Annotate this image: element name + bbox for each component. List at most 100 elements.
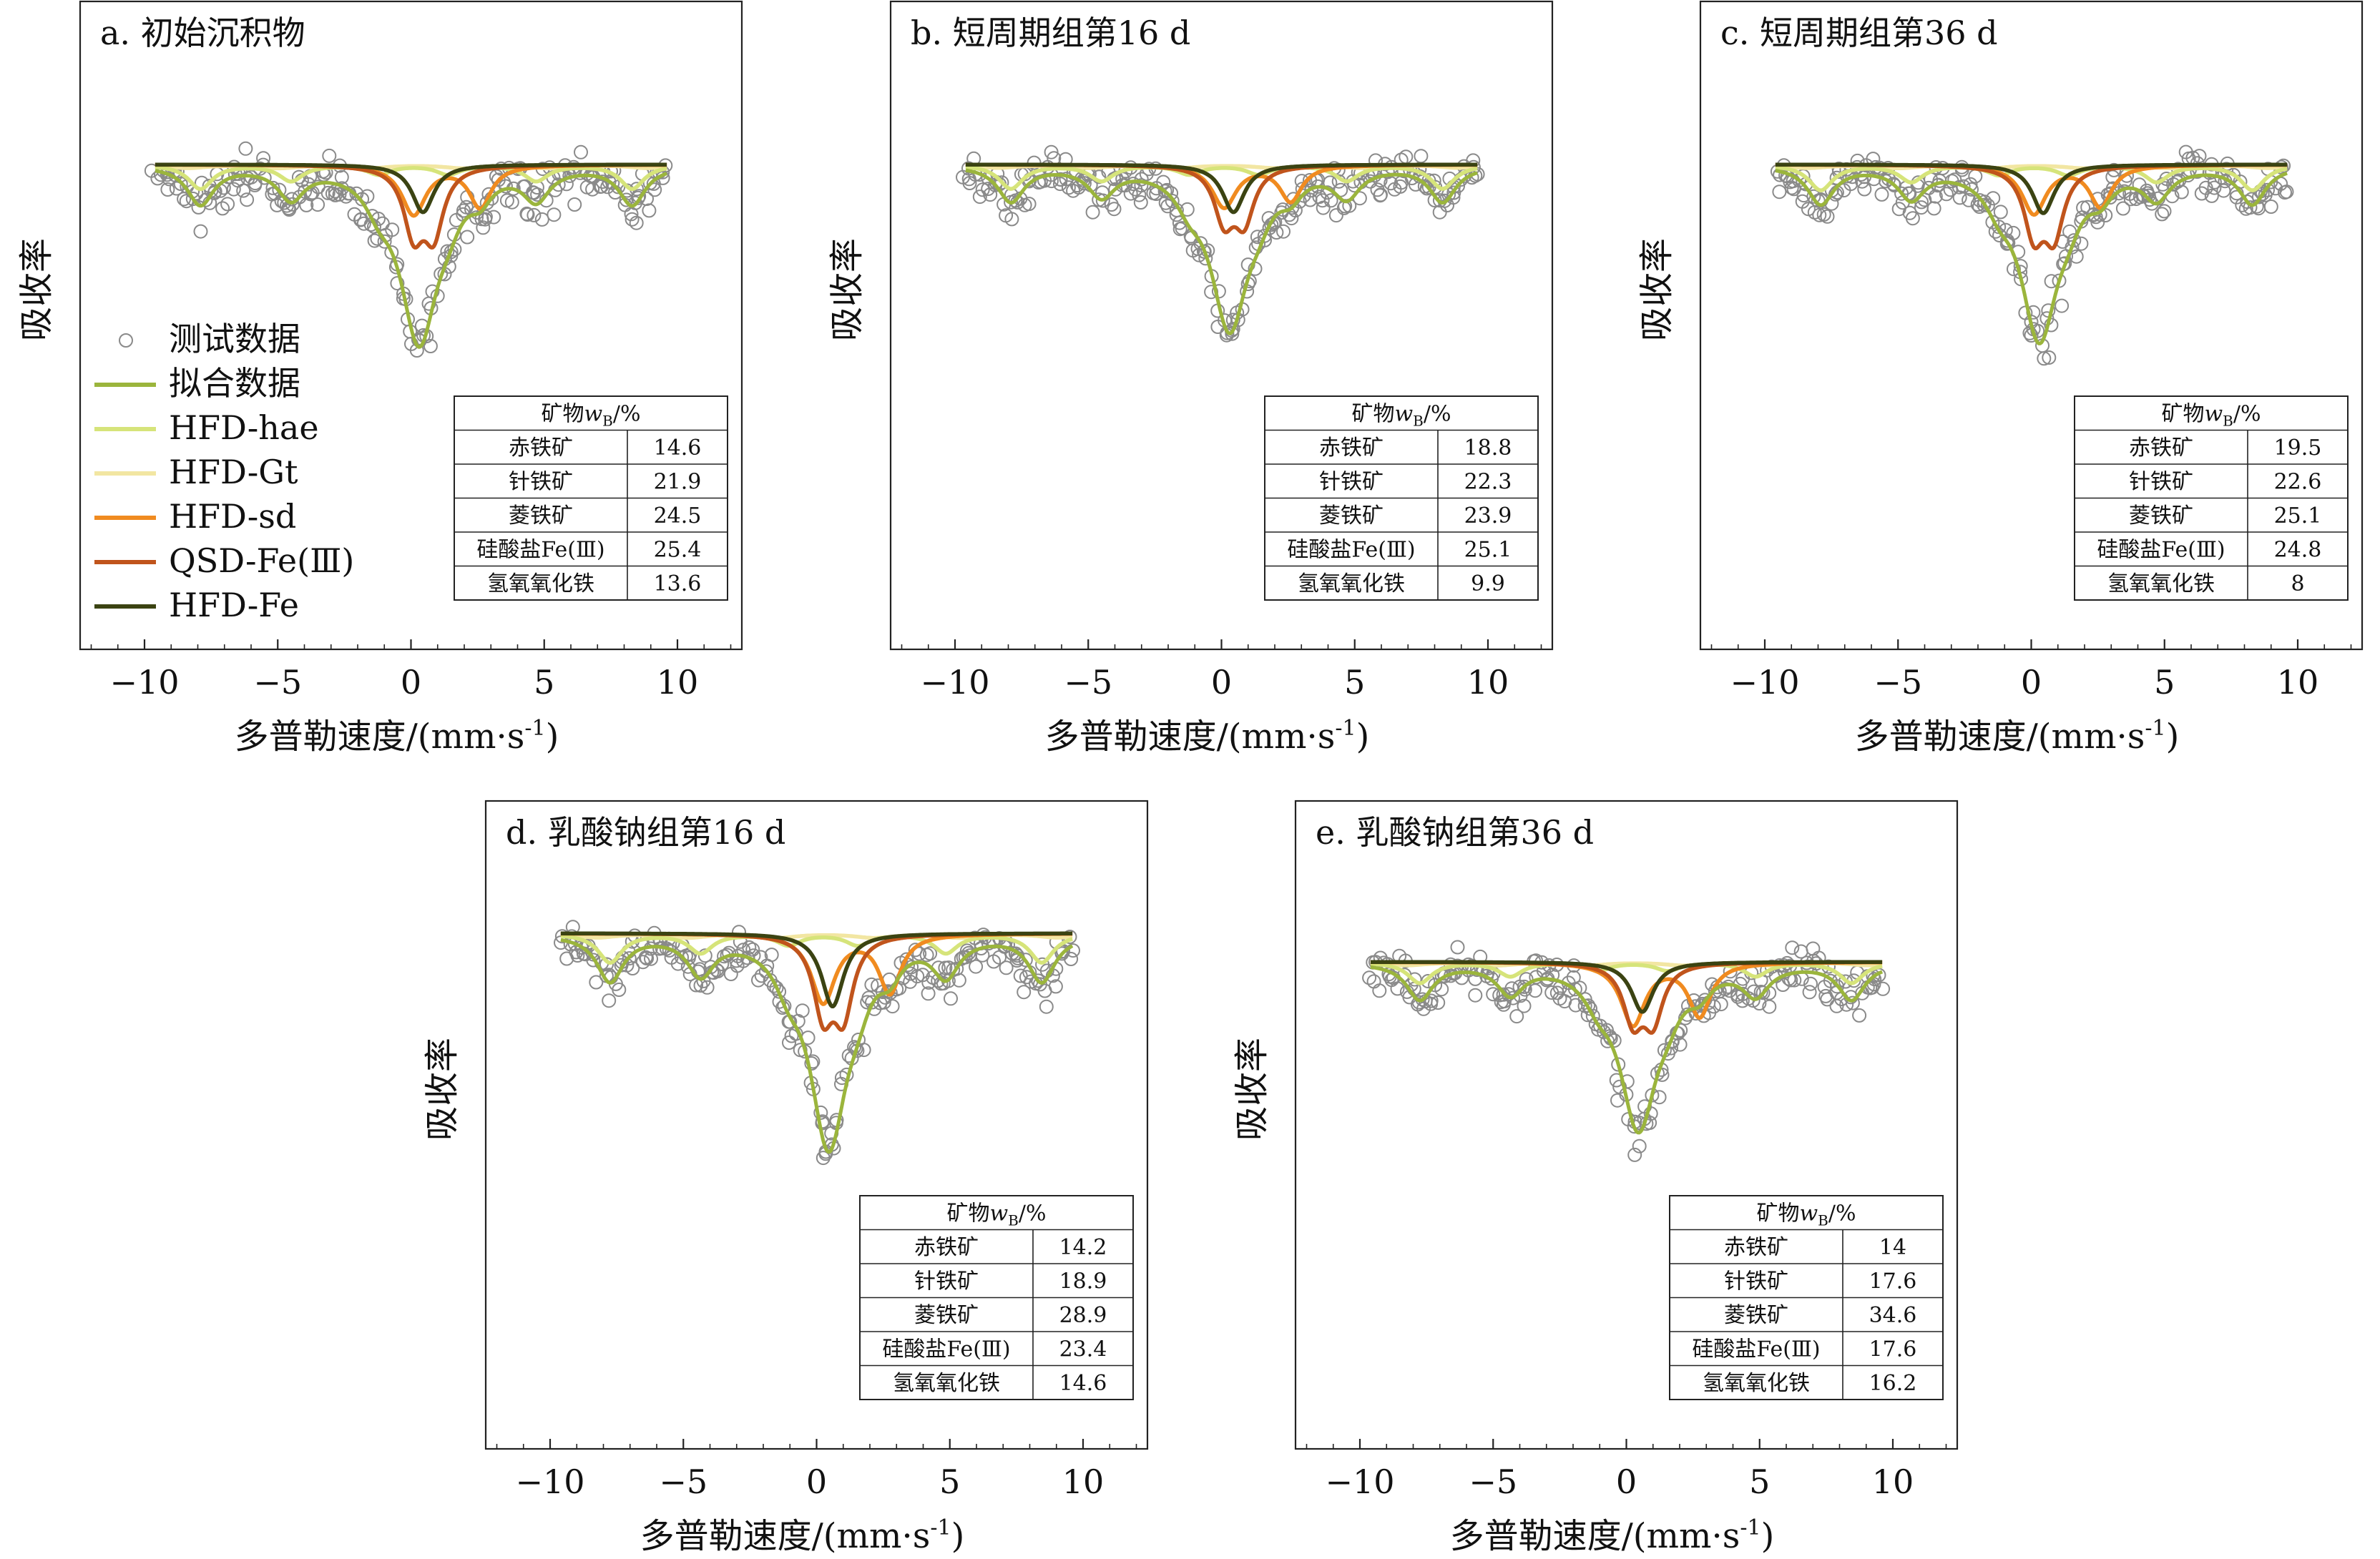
data-point bbox=[586, 953, 601, 968]
table-header-label: 矿物 bbox=[1756, 1201, 1799, 1226]
table-header-w: w bbox=[1394, 402, 1413, 427]
data-point bbox=[1276, 224, 1291, 239]
data-point bbox=[1165, 194, 1180, 208]
table-cell-value: 23.4 bbox=[1059, 1337, 1107, 1362]
data-point bbox=[1845, 995, 1860, 1010]
data-point bbox=[1039, 999, 1054, 1014]
series-fit bbox=[1775, 169, 2288, 345]
table-cell-value: 18.9 bbox=[1059, 1269, 1107, 1294]
data-point bbox=[1269, 225, 1284, 240]
series-fe bbox=[1774, 162, 2288, 215]
series-fe bbox=[964, 162, 1479, 215]
series-hae bbox=[154, 164, 668, 192]
data-point bbox=[585, 182, 600, 197]
data-point bbox=[795, 1003, 810, 1018]
data-point bbox=[602, 993, 617, 1008]
x-tick-label: −10 bbox=[920, 663, 989, 702]
table-cell-mineral: 菱铁矿 bbox=[509, 503, 573, 528]
table-cell-mineral: 针铁矿 bbox=[914, 1269, 979, 1294]
data-point bbox=[1123, 186, 1138, 201]
legend-label: HFD-Gt bbox=[169, 453, 298, 491]
data-point bbox=[460, 230, 475, 245]
data-point bbox=[1424, 993, 1439, 1008]
data-point bbox=[969, 959, 984, 974]
data-point bbox=[173, 177, 188, 191]
data-point bbox=[390, 276, 405, 291]
data-point bbox=[1451, 179, 1465, 194]
data-point bbox=[1362, 970, 1377, 985]
x-axis-label-exp: -1 bbox=[930, 1515, 951, 1540]
data-point bbox=[1506, 990, 1520, 1005]
x-tick-label: −10 bbox=[109, 663, 179, 702]
data-point bbox=[238, 141, 253, 156]
data-point bbox=[310, 197, 325, 212]
data-point bbox=[1104, 197, 1119, 212]
x-axis-label-main: 多普勒速度/(mm·s bbox=[1855, 717, 2145, 757]
data-point bbox=[2279, 185, 2294, 200]
data-point bbox=[272, 182, 287, 197]
table-header-unit: /% bbox=[2233, 402, 2261, 427]
table-header-label: 矿物 bbox=[1351, 402, 1394, 427]
data-point bbox=[1134, 172, 1149, 187]
data-point bbox=[625, 212, 640, 227]
data-point bbox=[777, 998, 792, 1013]
data-point bbox=[2263, 200, 2278, 214]
mineral-table: 矿物wB/% 赤铁矿 14.2 针铁矿 18.9 菱铁矿 28.9 硅酸盐Fe(Ⅲ) 23.4 氢… bbox=[859, 1195, 1134, 1400]
x-axis-label-main: 多普勒速度/(mm·s bbox=[1045, 717, 1336, 757]
data-point bbox=[764, 948, 779, 963]
data-point bbox=[574, 144, 588, 159]
table-cell-mineral: 菱铁矿 bbox=[1724, 1303, 1788, 1328]
data-point bbox=[570, 948, 585, 963]
data-point bbox=[2192, 149, 2207, 164]
data-point bbox=[169, 181, 184, 196]
data-point bbox=[2022, 325, 2037, 340]
data-point bbox=[520, 207, 535, 222]
x-axis-label-main: 多普勒速度/(mm·s bbox=[1450, 1516, 1740, 1556]
data-point bbox=[1416, 1001, 1431, 1016]
table-cell-value: 14.6 bbox=[654, 436, 702, 461]
panel-e: e. 乳酸钠组第36 d 吸收率 −10 −5 0 5 10 多普勒速度/(mm·s-1) 矿物… bbox=[1232, 800, 1959, 1556]
data-point bbox=[1857, 182, 1872, 197]
series-fit bbox=[1370, 965, 1884, 1135]
table-cell-value: 25.1 bbox=[1464, 538, 1512, 563]
data-point bbox=[912, 946, 927, 961]
table-header-label: 矿物 bbox=[2161, 402, 2204, 427]
data-point bbox=[193, 224, 208, 239]
data-point bbox=[2065, 240, 2080, 255]
x-axis-label: 多普勒速度/(mm·s-1) bbox=[640, 1515, 965, 1556]
table-cell-mineral: 赤铁矿 bbox=[1724, 1235, 1788, 1260]
data-point bbox=[478, 210, 493, 225]
data-point bbox=[2174, 185, 2189, 200]
data-point bbox=[1956, 179, 1971, 194]
y-axis-label: 吸收率 bbox=[1637, 238, 1677, 341]
data-point bbox=[1753, 985, 1768, 999]
legend-label: HFD-Fe bbox=[169, 586, 299, 624]
data-point bbox=[2207, 180, 2222, 195]
data-point bbox=[2076, 200, 2091, 215]
y-axis-label: 吸收率 bbox=[1232, 1038, 1272, 1141]
data-point bbox=[527, 207, 542, 222]
data-point bbox=[2252, 190, 2266, 205]
data-point bbox=[486, 210, 501, 225]
table-cell-mineral: 菱铁矿 bbox=[1319, 503, 1384, 528]
x-tick-label: 5 bbox=[1749, 1462, 1770, 1501]
x-axis-label-main: 多普勒速度/(mm·s bbox=[235, 717, 525, 757]
data-point bbox=[611, 179, 626, 195]
data-point bbox=[697, 948, 712, 963]
data-point bbox=[291, 169, 306, 185]
data-point bbox=[1017, 985, 1032, 1000]
data-point bbox=[629, 215, 644, 230]
data-point bbox=[642, 203, 657, 218]
data-point bbox=[1509, 1009, 1524, 1024]
data-point bbox=[1785, 940, 1800, 955]
x-axis-label-close: ) bbox=[2166, 717, 2180, 757]
data-point bbox=[1431, 995, 1446, 1010]
x-axis-label-exp: -1 bbox=[1335, 716, 1356, 741]
data-point bbox=[723, 967, 738, 981]
table-cell-value: 14 bbox=[1879, 1235, 1906, 1260]
data-point bbox=[921, 986, 936, 1001]
table-header: 矿物wB/% bbox=[1351, 402, 1451, 430]
table-cell-mineral: 硅酸盐Fe(Ⅲ) bbox=[1287, 538, 1415, 563]
data-point bbox=[745, 942, 760, 957]
